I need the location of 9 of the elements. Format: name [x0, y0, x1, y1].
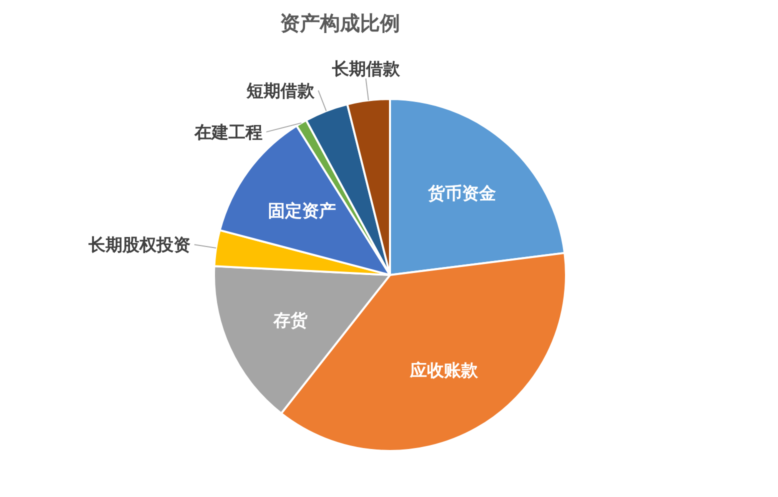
- slice-label: 长期股权投资: [87, 236, 190, 256]
- chart-title: 资产构成比例: [280, 11, 400, 35]
- slice-label: 长期借款: [330, 59, 401, 80]
- slice-label: 应收账款: [408, 360, 479, 381]
- slice-label: 在建工程: [193, 122, 262, 143]
- slice-label: 短期借款: [245, 81, 316, 102]
- slice-label: 固定资产: [268, 201, 336, 222]
- slice-label: 存货: [272, 311, 309, 332]
- slice-label: 货币资金: [427, 184, 496, 204]
